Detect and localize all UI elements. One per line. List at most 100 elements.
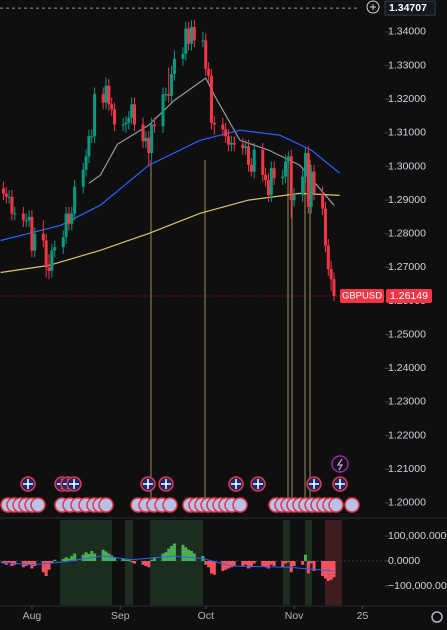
candle-body	[41, 233, 45, 241]
histogram-bar	[53, 559, 57, 561]
candle-body	[289, 156, 293, 201]
histogram-bar	[130, 561, 134, 563]
histogram-bar	[167, 548, 171, 561]
histogram-bar	[306, 561, 310, 574]
histogram-bar	[321, 561, 325, 576]
histogram-bar	[246, 561, 250, 569]
candle-body	[224, 129, 228, 137]
lightning	[336, 458, 344, 471]
candle-body	[187, 28, 191, 44]
candle-body	[264, 174, 268, 180]
candle-body	[133, 104, 137, 125]
histogram-bar	[181, 544, 185, 561]
candle-body	[204, 40, 208, 69]
candle-body	[70, 213, 74, 224]
candle-body	[269, 168, 273, 196]
candle-body	[10, 196, 14, 214]
uk-cross	[231, 479, 241, 489]
candle-body	[127, 117, 131, 123]
candle-body	[167, 94, 171, 96]
candle-body	[201, 40, 205, 42]
y-tick-label: 1.27000	[388, 261, 426, 273]
histogram-bar	[64, 557, 68, 561]
histogram-bar	[252, 561, 256, 564]
y-tick-label: 1.22000	[388, 429, 426, 441]
histogram-bar	[312, 561, 316, 571]
histogram-bar	[244, 561, 248, 565]
candle-body	[292, 195, 296, 201]
histogram-bar	[309, 561, 313, 564]
candle-body	[181, 53, 185, 59]
uk-cross	[23, 479, 33, 489]
signal-zone	[150, 520, 203, 605]
signal-zone	[125, 520, 133, 605]
histogram-bar	[266, 561, 270, 569]
candle-body	[332, 279, 336, 297]
histogram-bar	[144, 561, 148, 566]
moving-average	[88, 77, 335, 206]
signal-zone	[60, 520, 112, 605]
histogram-bar	[303, 554, 307, 561]
candle-body	[4, 193, 8, 197]
histogram-bar	[24, 561, 28, 566]
histogram-bar	[84, 552, 88, 561]
settings-button[interactable]	[431, 611, 443, 623]
add-icon	[370, 4, 376, 10]
x-tick-label: Oct	[198, 610, 214, 622]
candle-body	[252, 149, 256, 172]
add-button[interactable]	[366, 0, 380, 14]
candle-body	[272, 168, 276, 179]
histogram-bar	[141, 561, 145, 565]
histogram-bar	[133, 561, 137, 564]
histogram-bar	[323, 561, 327, 579]
candle-body	[229, 142, 233, 145]
candle-body	[7, 196, 11, 198]
histogram-bar	[204, 561, 208, 565]
histogram-bar	[224, 561, 228, 570]
uk-cross	[253, 479, 263, 489]
candle-body	[261, 149, 265, 175]
histogram-bar	[7, 561, 11, 563]
candle-body	[286, 156, 290, 162]
histogram-bar	[249, 561, 253, 568]
histogram-bar	[61, 559, 65, 561]
last-price-label: 1.26149	[390, 290, 428, 302]
candle-body	[141, 124, 145, 142]
histogram-bar	[124, 559, 128, 561]
candle-body	[104, 85, 108, 103]
candle-body	[161, 94, 165, 127]
y-tick-label: 1.29000	[388, 194, 426, 206]
candle-body	[87, 136, 91, 157]
us-flag	[98, 497, 114, 513]
y-tick-label: 1.33000	[388, 59, 426, 71]
histogram-bar	[67, 558, 71, 561]
candle-body	[30, 216, 34, 251]
histogram-bar	[27, 561, 31, 565]
candle-body	[284, 161, 288, 177]
candle-body	[312, 171, 316, 194]
histogram-bar	[113, 557, 117, 561]
histogram-bar	[292, 561, 296, 566]
signal-line	[0, 555, 335, 572]
histogram-bar	[264, 561, 268, 568]
histogram-bar	[81, 554, 85, 561]
candle-body	[212, 122, 216, 125]
histogram-bar	[127, 559, 131, 561]
crosshair-box	[384, 0, 436, 16]
candle-body	[124, 122, 128, 125]
histogram-bar	[150, 559, 154, 561]
candle-body	[321, 193, 325, 209]
moving-average	[0, 129, 341, 242]
y-tick-label: 1.24000	[388, 362, 426, 374]
us-flag	[344, 497, 360, 513]
histogram-bar	[241, 561, 245, 566]
histogram-bar	[286, 561, 290, 563]
candle-body	[207, 68, 211, 76]
candle-body	[1, 188, 5, 194]
candle-body	[266, 179, 270, 196]
histogram-bar	[269, 561, 273, 565]
candle-body	[184, 28, 188, 54]
histogram-bar	[147, 561, 151, 568]
histogram-bar	[87, 554, 91, 561]
